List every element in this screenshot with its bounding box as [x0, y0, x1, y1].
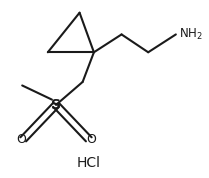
Text: S: S: [51, 98, 61, 112]
Text: NH$_2$: NH$_2$: [179, 27, 203, 42]
Text: O: O: [16, 133, 26, 146]
Text: O: O: [86, 133, 96, 146]
Text: HCl: HCl: [77, 156, 101, 170]
